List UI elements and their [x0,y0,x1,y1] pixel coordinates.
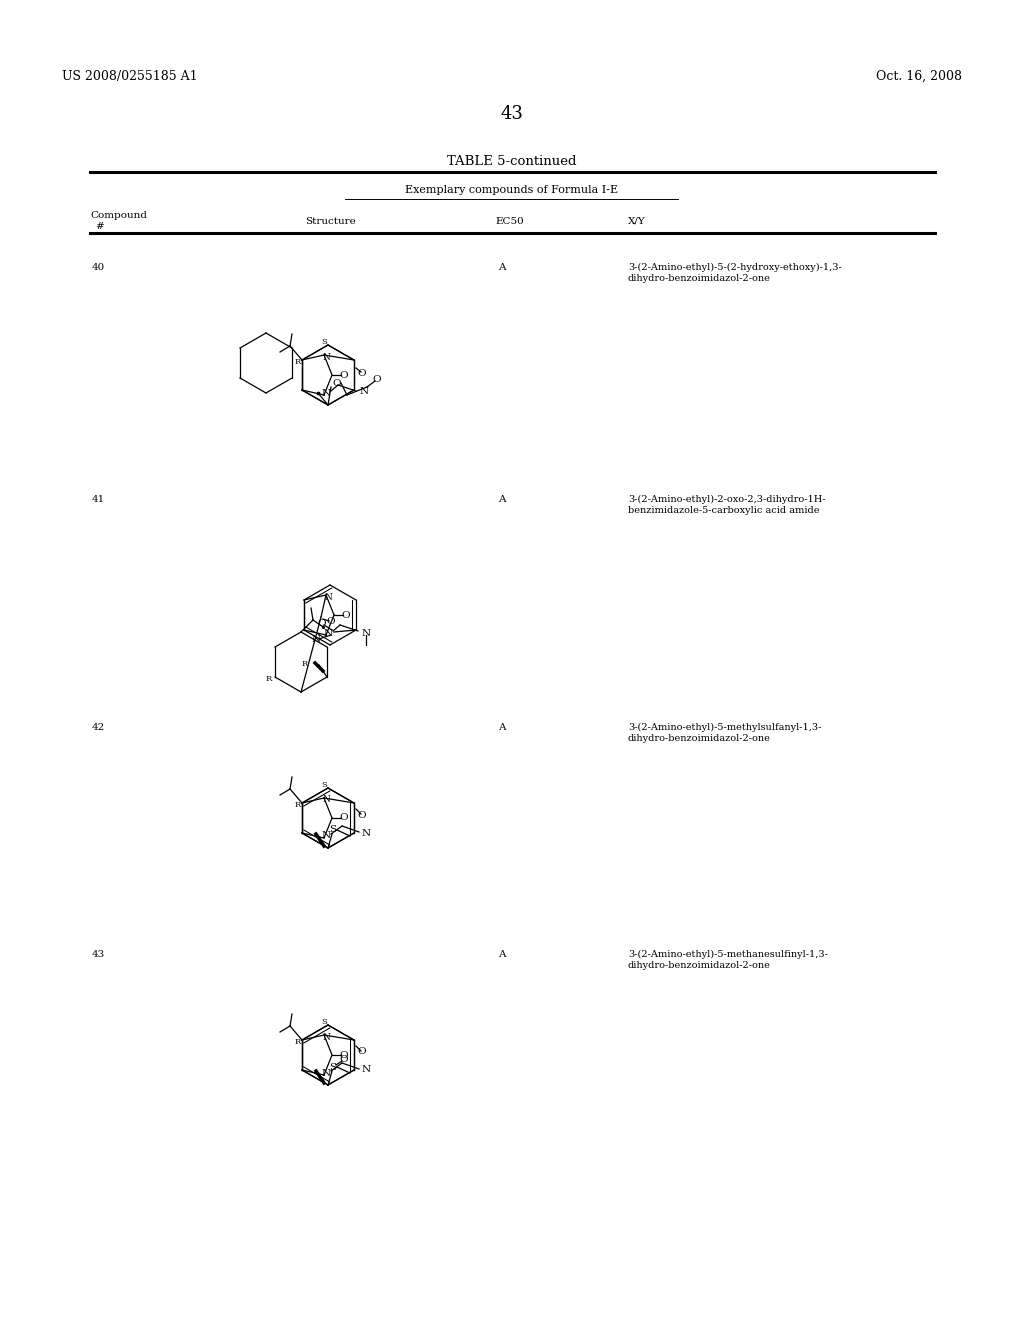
Text: N: N [322,832,331,841]
Text: N: N [322,388,331,397]
Text: 40: 40 [92,263,105,272]
Text: TABLE 5-continued: TABLE 5-continued [447,154,577,168]
Text: O: O [327,618,335,627]
Text: US 2008/0255185 A1: US 2008/0255185 A1 [62,70,198,83]
Text: R: R [295,358,301,366]
Text: S: S [330,825,337,834]
Text: S: S [330,1063,337,1072]
Text: S: S [322,781,327,789]
Text: benzimidazole-5-carboxylic acid amide: benzimidazole-5-carboxylic acid amide [628,506,819,515]
Text: O: O [317,619,327,628]
Text: N: N [361,628,371,638]
Text: Structure: Structure [305,216,355,226]
Text: N: N [324,593,332,602]
Text: X/Y: X/Y [628,216,646,226]
Text: R: R [295,1038,301,1045]
Text: N: N [361,829,371,837]
Text: O: O [333,379,341,388]
Text: O: O [340,1051,348,1060]
Text: 3-(2-Amino-ethyl)-2-oxo-2,3-dihydro-1H-: 3-(2-Amino-ethyl)-2-oxo-2,3-dihydro-1H- [628,495,825,504]
Text: 42: 42 [92,723,105,733]
Text: R: R [295,801,301,809]
Text: 3-(2-Amino-ethyl)-5-(2-hydroxy-ethoxy)-1,3-: 3-(2-Amino-ethyl)-5-(2-hydroxy-ethoxy)-1… [628,263,842,272]
Text: S: S [322,1018,327,1026]
Text: O: O [357,1048,367,1056]
Text: EC50: EC50 [495,216,523,226]
Text: O: O [340,813,348,822]
Text: Oct. 16, 2008: Oct. 16, 2008 [876,70,962,83]
Text: 3-(2-Amino-ethyl)-5-methylsulfanyl-1,3-: 3-(2-Amino-ethyl)-5-methylsulfanyl-1,3- [628,723,821,733]
Text: 41: 41 [92,495,105,504]
Text: N: N [324,628,333,638]
Text: dihydro-benzoimidazol-2-one: dihydro-benzoimidazol-2-one [628,961,771,970]
Text: N: N [359,387,369,396]
Text: N: N [323,796,330,804]
Text: N: N [311,635,321,644]
Text: 3-(2-Amino-ethyl)-5-methanesulfinyl-1,3-: 3-(2-Amino-ethyl)-5-methanesulfinyl-1,3- [628,950,827,960]
Text: A: A [498,263,506,272]
Text: O: O [342,610,350,619]
Text: A: A [498,950,506,960]
Text: 43: 43 [501,106,523,123]
Text: A: A [498,495,506,504]
Text: #: # [95,222,103,231]
Text: A: A [498,723,506,733]
Text: dihydro-benzoimidazol-2-one: dihydro-benzoimidazol-2-one [628,275,771,282]
Text: O: O [357,370,367,379]
Text: dihydro-benzoimidazol-2-one: dihydro-benzoimidazol-2-one [628,734,771,743]
Text: R: R [266,675,272,682]
Text: N: N [323,352,330,362]
Text: O: O [340,371,348,380]
Text: N: N [323,1032,330,1041]
Text: N: N [361,1065,371,1074]
Text: S: S [322,338,327,346]
Text: Compound: Compound [90,211,147,220]
Text: N: N [322,1068,331,1077]
Text: O: O [357,810,367,820]
Text: R: R [302,660,308,668]
Text: Exemplary compounds of Formula I-E: Exemplary compounds of Formula I-E [406,185,618,195]
Text: O: O [340,1056,348,1064]
Text: O: O [373,375,381,384]
Text: 43: 43 [92,950,105,960]
